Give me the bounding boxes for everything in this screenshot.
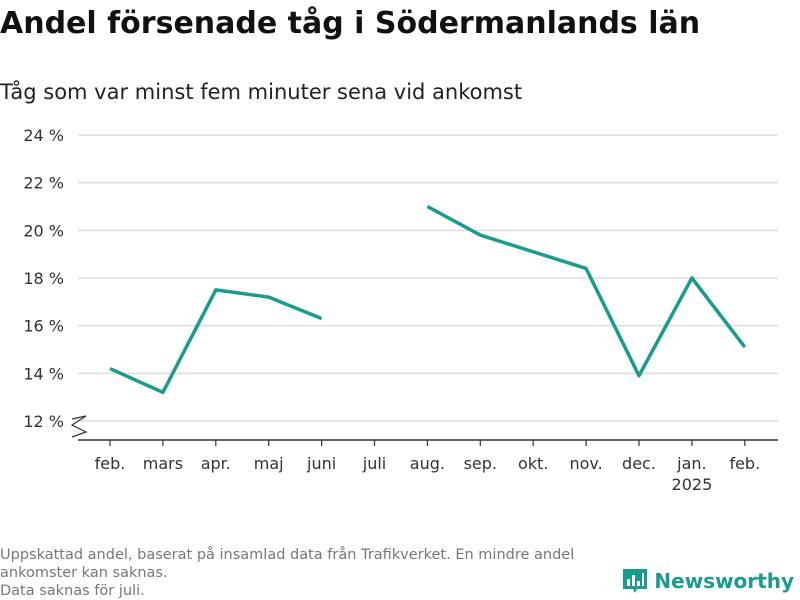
brand-logo: Newsworthy [622,568,794,594]
x-tick-label: nov. [569,454,602,473]
chart-title: Andel försenade tåg i Södermanlands län [0,6,701,41]
x-tick-label: maj [254,454,284,473]
x-tick-label: sep. [464,454,497,473]
x-year-label: 2025 [672,475,713,494]
y-tick-label: 20 % [23,221,64,240]
x-tick-label: okt. [518,454,548,473]
x-tick-label: jan. [676,454,706,473]
x-tick-label: feb. [729,454,760,473]
footnote-missing-data: Data saknas för juli. [0,583,145,599]
x-tick-label: juli [362,454,386,473]
y-tick-label: 18 % [23,269,64,288]
x-tick-label: mars [143,454,183,473]
axis-break-icon [70,415,88,438]
y-tick-label: 16 % [23,317,64,336]
y-tick-label: 12 % [23,412,64,431]
footnote: Uppskattad andel, baserat på insamlad da… [0,546,630,600]
series-line [426,204,747,378]
y-tick-label: 24 % [23,126,64,145]
footnote-source: Uppskattad andel, baserat på insamlad da… [0,547,575,581]
x-tick-label: juni [306,454,336,473]
line-chart: 12 % 14 % 16 % 18 % 20 % 22 % 24 % feb. mars apr.… [23,126,778,494]
x-tick-label: apr. [201,454,231,473]
y-tick-label: 22 % [23,174,64,193]
newsworthy-logo-icon [623,569,648,593]
brand-name: Newsworthy [654,569,794,593]
x-tick-label: aug. [410,454,445,473]
x-tick-label: feb. [95,454,126,473]
x-tick-label: dec. [622,454,656,473]
y-tick-label: 14 % [23,364,64,383]
series-line [109,288,323,395]
chart-subtitle: Tåg som var minst fem minuter sena vid a… [0,80,523,104]
